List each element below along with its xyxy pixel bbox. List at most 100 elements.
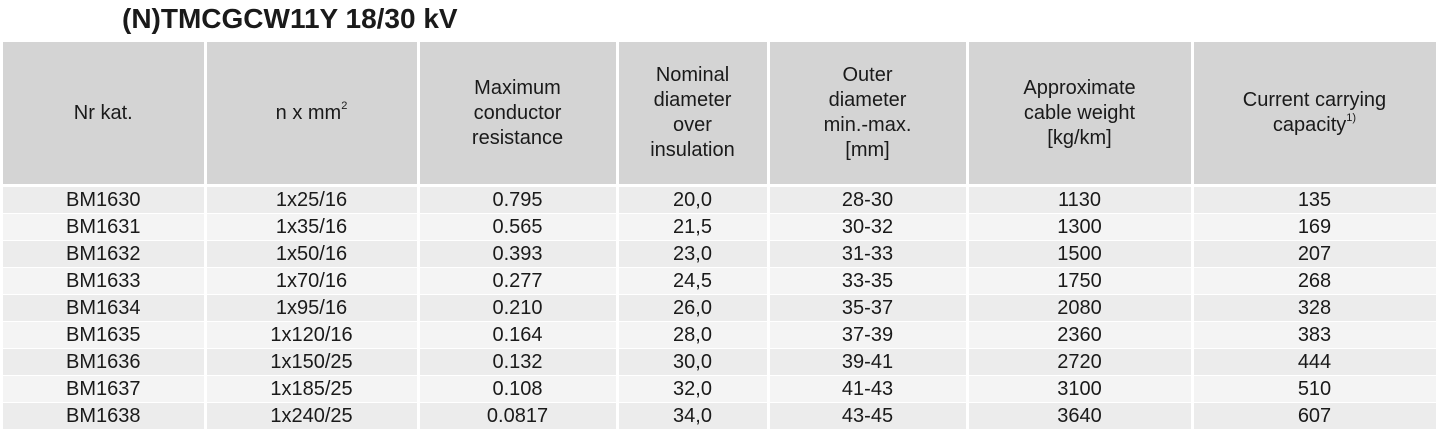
column-header: Maximum conductor resistance [416,42,619,187]
table-cell: 510 [1190,375,1439,403]
table-cell: 1500 [965,240,1194,268]
superscript: 2 [341,99,348,112]
table-cell: 1750 [965,267,1194,295]
table-cell: 31-33 [766,240,969,268]
table-cell: 383 [1190,321,1439,349]
table-cell: 33-35 [766,267,969,295]
header-line: diameter [828,89,907,111]
table-row: BM1630 1x25/16 0.795 20,0 28-30 1130 135 [3,185,1439,214]
table-cell: BM1635 [3,321,207,349]
table-row: BM1636 1x150/25 0.132 30,0 39-41 2720 444 [3,348,1439,376]
table-cell: BM1638 [3,402,207,430]
table-cell: 444 [1190,348,1439,376]
table-row: BM1635 1x120/16 0.164 28,0 37-39 2360 383 [3,321,1439,349]
column-header: Approximate cable weight [kg/km] [965,42,1194,187]
table-cell: BM1637 [3,375,207,403]
table-cell: 1x120/16 [203,321,420,349]
header-line: resistance [471,126,564,149]
table-row: BM1632 1x50/16 0.393 23,0 31-33 1500 207 [3,240,1439,268]
header-line: [mm] [845,139,890,161]
table-cell: 23,0 [615,240,770,268]
column-header: Current carrying capacity1) [1190,42,1439,187]
table-cell: 328 [1190,294,1439,322]
header-line: capacity1) [1272,112,1357,137]
table-cell: 0.0817 [416,402,619,430]
table-cell: 1x70/16 [203,267,420,295]
header-line: diameter [653,89,732,111]
table-row: BM1634 1x95/16 0.210 26,0 35-37 2080 328 [3,294,1439,322]
table-cell: 0.393 [416,240,619,268]
table-cell: BM1632 [3,240,207,268]
table-cell: 1x35/16 [203,213,420,241]
header-line: Approximate [1023,76,1136,99]
column-header: n x mm2 [203,42,420,187]
table-cell: 28-30 [766,185,969,214]
table-cell: 28,0 [615,321,770,349]
table-row: BM1638 1x240/25 0.0817 34,0 43-45 3640 607 [3,402,1439,430]
table-cell: 37-39 [766,321,969,349]
table-cell: 207 [1190,240,1439,268]
table-cell: 0.277 [416,267,619,295]
table-cell: BM1633 [3,267,207,295]
header-line: insulation [650,139,735,161]
table-cell: 607 [1190,402,1439,430]
table-cell: 1x50/16 [203,240,420,268]
table-cell: 24,5 [615,267,770,295]
table-row: BM1631 1x35/16 0.565 21,5 30-32 1300 169 [3,213,1439,241]
table-cell: 1130 [965,185,1194,214]
table-cell: 21,5 [615,213,770,241]
superscript: 1) [1346,112,1357,124]
column-header: Outer diameter min.-max. [mm] [766,42,969,187]
column-header: Nr kat. [3,42,207,187]
table-cell: 1x240/25 [203,402,420,430]
table-cell: BM1631 [3,213,207,241]
table-body: BM1630 1x25/16 0.795 20,0 28-30 1130 135 BM1631… [3,185,1439,430]
table-cell: 3640 [965,402,1194,430]
table-cell: 30,0 [615,348,770,376]
header-row: Nr kat. n x mm2 Maximum conductor resistance… [3,42,1439,187]
table-cell: BM1630 [3,185,207,214]
table-cell: 32,0 [615,375,770,403]
table-cell: 169 [1190,213,1439,241]
table-cell: 0.565 [416,213,619,241]
header-line: Nominal [655,64,730,86]
table-cell: 43-45 [766,402,969,430]
table-cell: 20,0 [615,185,770,214]
table-cell: 1x150/25 [203,348,420,376]
header-line: [kg/km] [1047,126,1112,149]
table-cell: 2080 [965,294,1194,322]
table-cell: 2360 [965,321,1194,349]
table-cell: 2720 [965,348,1194,376]
header-line: Current carrying [1242,89,1387,111]
column-header: Nominal diameter over insulation [615,42,770,187]
table-cell: 1x95/16 [203,294,420,322]
header-line: Outer [842,64,893,86]
table-cell: 34,0 [615,402,770,430]
header-line: Maximum [474,76,561,99]
table-cell: 0.164 [416,321,619,349]
table-header: Nr kat. n x mm2 Maximum conductor resistance… [3,42,1439,187]
header-line: min.-max. [823,114,912,136]
table-cell: 0.795 [416,185,619,214]
table-cell: 1x25/16 [203,185,420,214]
table-cell: 35-37 [766,294,969,322]
table-cell: 0.108 [416,375,619,403]
table-cell: 0.132 [416,348,619,376]
table-cell: 1300 [965,213,1194,241]
table-row: BM1637 1x185/25 0.108 32,0 41-43 3100 510 [3,375,1439,403]
table-cell: BM1634 [3,294,207,322]
table-cell: 3100 [965,375,1194,403]
header-line: over [673,114,712,136]
table-cell: 0.210 [416,294,619,322]
header-line: conductor [473,101,562,124]
table-cell: 41-43 [766,375,969,403]
table-cell: 268 [1190,267,1439,295]
header-line: cable weight [1023,101,1136,124]
cable-table: Nr kat. n x mm2 Maximum conductor resistance… [3,42,1439,430]
table-cell: 135 [1190,185,1439,214]
header-line: n x mm2 [275,99,348,124]
table-cell: 30-32 [766,213,969,241]
table-cell: 26,0 [615,294,770,322]
table-cell: 39-41 [766,348,969,376]
